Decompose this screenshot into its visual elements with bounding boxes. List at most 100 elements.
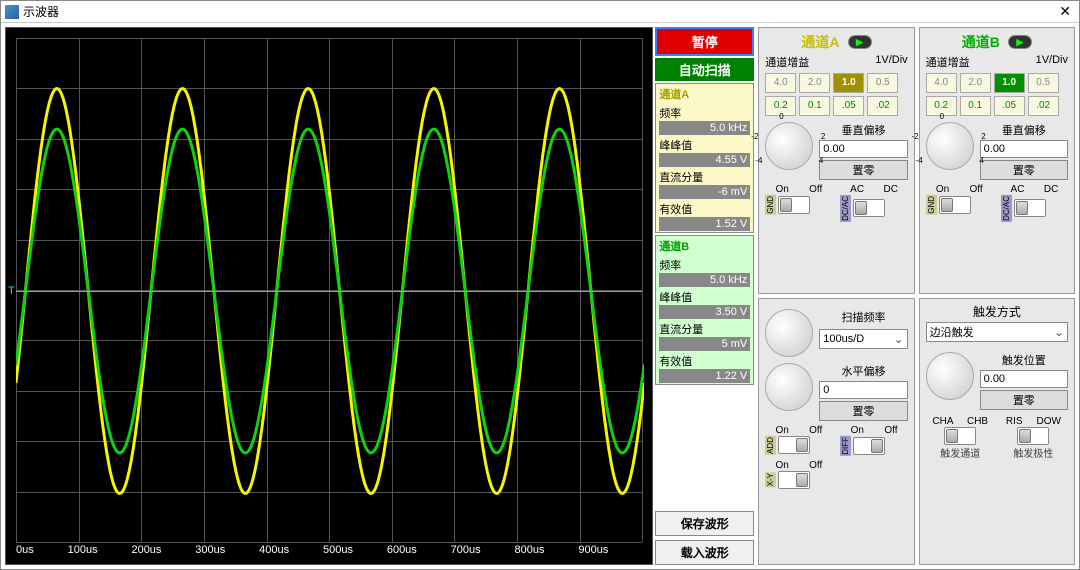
- trigger-channel-switch[interactable]: [944, 427, 976, 445]
- rms-label: 有效值: [659, 353, 750, 369]
- titlebar[interactable]: 示波器 ✕: [1, 1, 1079, 23]
- gain-button[interactable]: 1.0: [833, 73, 864, 93]
- channel-a-measurements: 通道A 频率5.0 kHz 峰峰值4.55 V 直流分量-6 mV 有效值1.5…: [655, 83, 754, 233]
- offset-value-input[interactable]: 0.00: [819, 140, 907, 158]
- scan-select[interactable]: 100us/D: [819, 329, 907, 349]
- freq-value: 5.0 kHz: [659, 273, 750, 287]
- freq-value: 5.0 kHz: [659, 121, 750, 135]
- x-tick-label: 0us: [16, 544, 34, 562]
- gain-button[interactable]: 0.5: [867, 73, 898, 93]
- gain-button[interactable]: 0.5: [1028, 73, 1059, 93]
- switch-tag: DC/AC: [840, 195, 851, 222]
- gain-button[interactable]: 0.1: [960, 96, 991, 116]
- switch-tag: X-Y: [765, 472, 776, 487]
- gain-button[interactable]: 2.0: [799, 73, 830, 93]
- acdc-switch[interactable]: [853, 199, 885, 217]
- hoffset-input[interactable]: 0: [819, 381, 907, 399]
- rms-value: 1.52 V: [659, 217, 750, 231]
- zero-button[interactable]: 置零: [980, 160, 1068, 180]
- gnd-switch[interactable]: [939, 196, 971, 214]
- gain-button[interactable]: .02: [1028, 96, 1059, 116]
- vpp-label: 峰峰值: [659, 289, 750, 305]
- channel-led-icon[interactable]: [848, 35, 872, 49]
- gain-unit: 1V/Div: [875, 54, 907, 70]
- switch-tag: DIFF: [840, 436, 851, 456]
- x-tick-label: 700us: [451, 544, 481, 562]
- channel-title: 通道A: [801, 32, 839, 52]
- channel-b-header: 通道B: [656, 236, 753, 256]
- offset-label: 垂直偏移: [819, 122, 907, 138]
- trigger-edge-caption: 触发极性: [999, 445, 1068, 460]
- channel-a-header: 通道A: [656, 84, 753, 104]
- scan-label: 扫描频率: [819, 309, 907, 325]
- gain-label: 通道增益: [765, 54, 809, 70]
- x-tick-label: 500us: [323, 544, 353, 562]
- dc-label: 直流分量: [659, 169, 750, 185]
- gain-button[interactable]: 0.1: [799, 96, 830, 116]
- acdc-switch[interactable]: [1014, 199, 1046, 217]
- trigger-mode-label: 触发方式: [926, 303, 1068, 320]
- channel-b-measurements: 通道B 频率5.0 kHz 峰峰值3.50 V 直流分量5 mV 有效值1.22…: [655, 235, 754, 385]
- scope-display: T 0us100us200us300us400us500us600us700us…: [5, 27, 653, 565]
- trigger-pos-input[interactable]: 0.00: [980, 370, 1068, 388]
- dc-label: 直流分量: [659, 321, 750, 337]
- trigger-line: [16, 291, 642, 292]
- gain-button[interactable]: .05: [994, 96, 1025, 116]
- gnd-switch[interactable]: [778, 196, 810, 214]
- x-tick-label: 300us: [195, 544, 225, 562]
- gain-button[interactable]: .02: [867, 96, 898, 116]
- measurement-column: 暂停 自动扫描 通道A 频率5.0 kHz 峰峰值4.55 V 直流分量-6 m…: [655, 27, 754, 565]
- x-tick-label: 400us: [259, 544, 289, 562]
- zero-button[interactable]: 置零: [819, 401, 907, 421]
- close-icon[interactable]: ✕: [1055, 3, 1075, 20]
- gain-button[interactable]: .05: [833, 96, 864, 116]
- control-column: 通道A通道增益1V/Div4.02.01.00.50.20.1.05.02-4-…: [758, 27, 1075, 565]
- zero-button[interactable]: 置零: [980, 390, 1068, 410]
- x-tick-label: 100us: [68, 544, 98, 562]
- gain-unit: 1V/Div: [1036, 54, 1068, 70]
- xy-switch[interactable]: [778, 471, 810, 489]
- trigger-channel-caption: 触发通道: [926, 445, 995, 460]
- trigger-pos-knob[interactable]: [926, 352, 974, 400]
- freq-label: 频率: [659, 105, 750, 121]
- switch-tag: GND: [765, 195, 776, 215]
- switch-tag: GND: [926, 195, 937, 215]
- load-waveform-button[interactable]: 载入波形: [655, 540, 754, 565]
- x-tick-label: 200us: [131, 544, 161, 562]
- pause-button[interactable]: 暂停: [655, 27, 754, 56]
- dc-value: -6 mV: [659, 185, 750, 199]
- trigger-edge-switch[interactable]: [1017, 427, 1049, 445]
- zero-button[interactable]: 置零: [819, 160, 907, 180]
- trigger-mode-select[interactable]: 边沿触发: [926, 322, 1068, 342]
- hoffset-knob[interactable]: [765, 363, 813, 411]
- offset-label: 垂直偏移: [980, 122, 1068, 138]
- dc-value: 5 mV: [659, 337, 750, 351]
- vpp-label: 峰峰值: [659, 137, 750, 153]
- gain-button[interactable]: 2.0: [960, 73, 991, 93]
- x-axis-labels: 0us100us200us300us400us500us600us700us80…: [16, 544, 642, 562]
- gain-button[interactable]: 4.0: [926, 73, 957, 93]
- gain-button[interactable]: 1.0: [994, 73, 1025, 93]
- rms-label: 有效值: [659, 201, 750, 217]
- vpp-value: 4.55 V: [659, 153, 750, 167]
- gain-button[interactable]: 4.0: [765, 73, 796, 93]
- add-switch[interactable]: [778, 436, 810, 454]
- scan-knob[interactable]: [765, 309, 813, 357]
- auto-scan-button[interactable]: 自动扫描: [655, 58, 754, 81]
- trigger-pos-label: 触发位置: [980, 352, 1068, 368]
- oscilloscope-window: 示波器 ✕ T 0us100us200us300us400us500us600u…: [0, 0, 1080, 570]
- diff-switch[interactable]: [853, 437, 885, 455]
- switch-tag: ADD: [765, 436, 776, 455]
- save-waveform-button[interactable]: 保存波形: [655, 511, 754, 536]
- channel-led-icon[interactable]: [1008, 35, 1032, 49]
- channel-b-control: 通道B通道增益1V/Div4.02.01.00.50.20.1.05.02-4-…: [919, 27, 1075, 294]
- offset-value-input[interactable]: 0.00: [980, 140, 1068, 158]
- timebase-panel: 扫描频率100us/D水平偏移0置零OnOffADDOnOffDIFFOnOff…: [758, 298, 914, 565]
- vpp-value: 3.50 V: [659, 305, 750, 319]
- x-tick-label: 800us: [515, 544, 545, 562]
- rms-value: 1.22 V: [659, 369, 750, 383]
- channel-a-control: 通道A通道增益1V/Div4.02.01.00.50.20.1.05.02-4-…: [758, 27, 914, 294]
- hoffset-label: 水平偏移: [819, 363, 907, 379]
- window-title: 示波器: [23, 3, 1055, 20]
- channel-title: 通道B: [962, 32, 1000, 52]
